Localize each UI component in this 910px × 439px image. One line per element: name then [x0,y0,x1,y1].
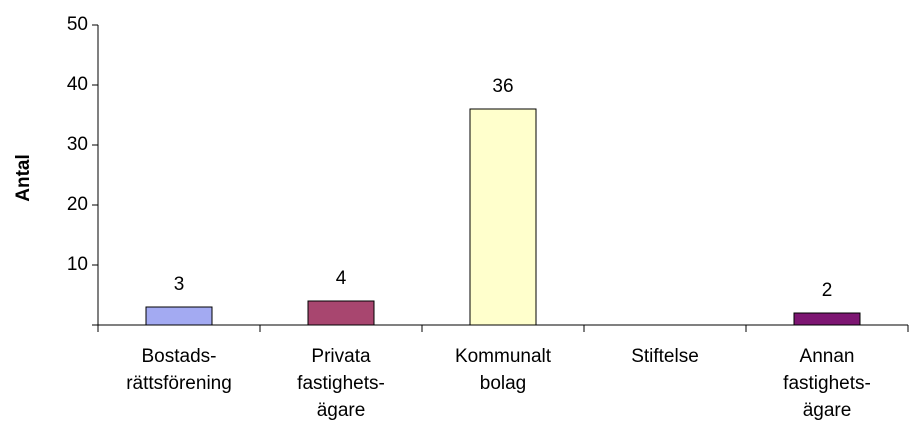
y-tick-label: 20 [67,194,88,215]
x-tick-label: Privata fastighets- ägare [297,346,385,421]
y-tick-label: 10 [67,254,88,275]
x-tick-label: Annan fastighets- ägare [783,346,871,421]
x-tick-label: Bostads- rättsförening [126,346,232,394]
y-tick-label: 50 [67,14,88,35]
data-label: 36 [492,76,513,97]
y-axis-label: Antal [13,154,34,202]
bar [793,312,861,326]
bar [307,300,375,326]
y-tick-label: 40 [67,74,88,95]
y-tick-label: 30 [67,134,88,155]
data-label: 3 [174,274,185,295]
x-tick-label: Kommunalt bolag [454,346,552,394]
data-label: 2 [822,280,833,301]
bar [145,306,213,326]
data-label: 4 [336,268,347,289]
bar [469,108,537,326]
x-tick-label: Stiftelse [631,346,699,367]
